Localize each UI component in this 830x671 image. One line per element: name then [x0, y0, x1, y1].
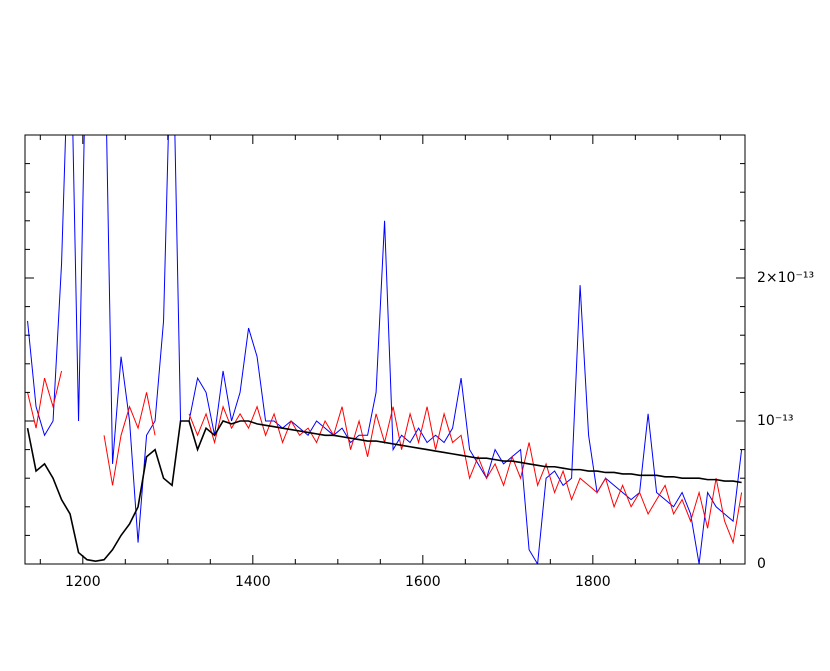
spectrum-line — [27, 370, 63, 429]
x-tick-label: 1600 — [405, 574, 441, 590]
x-tick-label: 1800 — [575, 574, 611, 590]
y-tick-label: 0 — [757, 556, 766, 572]
spectrum-line — [27, 135, 743, 564]
y-tick-label: 2×10⁻¹³ — [757, 270, 814, 286]
y-tick-label: 10⁻¹³ — [757, 413, 793, 429]
plot-frame — [24, 134, 746, 565]
x-tick-label: 1400 — [235, 574, 271, 590]
plot-area — [26, 135, 743, 564]
spectrum-line — [26, 420, 742, 562]
spectrum-line — [103, 392, 156, 486]
x-tick-label: 1200 — [65, 574, 101, 590]
